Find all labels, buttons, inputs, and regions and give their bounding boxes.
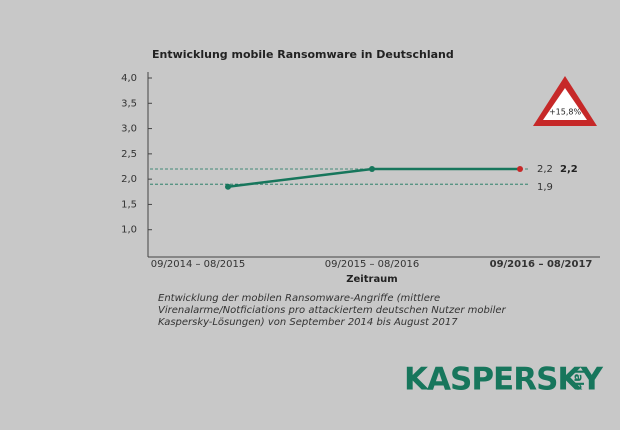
data-point bbox=[517, 166, 523, 173]
y-tick-label: 3,5 bbox=[121, 98, 137, 109]
reference-label: 1,9 bbox=[537, 182, 553, 193]
caption-line: Virenalarme/Notficiations pro attackiert… bbox=[158, 305, 507, 316]
data-point bbox=[225, 183, 231, 190]
x-tick-label: 09/2015 – 08/2016 bbox=[325, 259, 419, 270]
logo-suffix: lab bbox=[572, 370, 586, 391]
y-tick-label: 2,0 bbox=[121, 174, 137, 185]
annotation: +15,8% bbox=[549, 108, 582, 117]
warning-inner bbox=[543, 88, 587, 120]
y-tick-label: 4,0 bbox=[121, 73, 137, 84]
data-label: 2,2 bbox=[560, 164, 578, 175]
x-tick-label: 09/2016 – 08/2017 bbox=[490, 259, 593, 270]
caption: Entwicklung der mobilen Ransomware-Angri… bbox=[158, 293, 507, 328]
chart-title: Entwicklung mobile Ransomware in Deutsch… bbox=[152, 48, 454, 61]
caption-line: Kaspersky-Lösungen) von September 2014 b… bbox=[158, 317, 458, 328]
logo: KASPERSKY bbox=[404, 362, 603, 398]
x-axis-label: Zeitraum bbox=[346, 274, 397, 285]
y-tick-label: 1,0 bbox=[121, 225, 137, 236]
y-tick-label: 2,5 bbox=[121, 149, 137, 160]
warning-sign: +15,8% bbox=[533, 76, 597, 126]
reference-label: 2,2 bbox=[537, 164, 553, 175]
x-tick-label: 09/2014 – 08/2015 bbox=[151, 259, 245, 270]
data-point bbox=[369, 166, 375, 173]
y-tick-label: 3,0 bbox=[121, 124, 137, 135]
caption-line: Entwicklung der mobilen Ransomware-Angri… bbox=[158, 293, 440, 304]
y-tick-label: 1,5 bbox=[121, 199, 137, 210]
